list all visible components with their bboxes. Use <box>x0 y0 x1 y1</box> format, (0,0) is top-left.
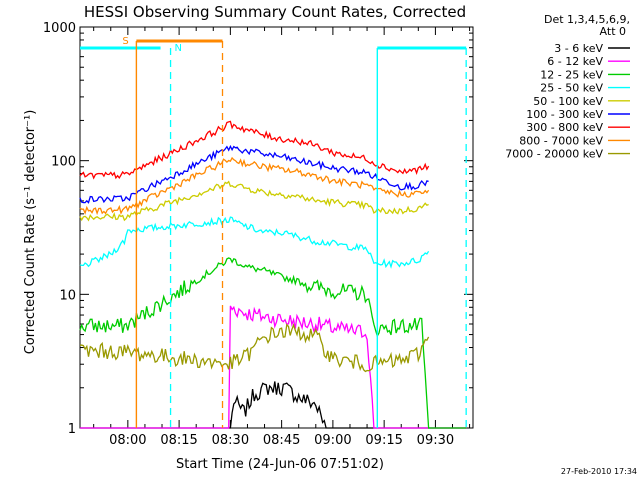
legend-label: 25 - 50 keV <box>540 82 603 95</box>
x-axis-label: Start Time (24-Jun-06 07:51:02) <box>176 457 384 472</box>
series-line <box>79 257 467 429</box>
y-axis-label-group: Corrected Count Rate (s⁻¹ detector⁻¹) <box>23 110 38 355</box>
footer-date: 27-Feb-2010 17:34 <box>561 467 637 476</box>
x-tick-label: 08:30 <box>212 433 249 448</box>
y-tick-label: 10 <box>59 288 76 303</box>
series-line <box>79 216 430 269</box>
y-axis-label: Corrected Count Rate (s⁻¹ detector⁻¹) <box>23 110 38 355</box>
legend-label: 50 - 100 keV <box>533 95 603 108</box>
x-tick-label: 09:00 <box>314 433 351 448</box>
x-tick-label: 09:30 <box>417 433 454 448</box>
plot-frame <box>79 26 474 429</box>
x-tick-label: 09:15 <box>365 433 402 448</box>
plot-area: 1 10 100 1000 08:00 08:15 08:30 08:45 09:00 09:15… <box>43 21 474 448</box>
y-tick-label: 1 <box>68 422 76 437</box>
x-tick-label: 08:45 <box>263 433 300 448</box>
x-tick-label: 08:00 <box>109 433 146 448</box>
legend-title-line-1: Det 1,3,4,5,6,9, <box>544 13 630 26</box>
chart-title: HESSI Observing Summary Count Rates, Cor… <box>84 3 466 21</box>
series-line <box>79 323 430 373</box>
y-tick-label: 100 <box>51 155 76 170</box>
x-tick-label: 08:15 <box>160 433 197 448</box>
legend-label: 12 - 25 keV <box>540 68 603 81</box>
legend-label: 300 - 800 keV <box>526 121 603 134</box>
series-line <box>79 180 429 222</box>
series-line <box>79 156 430 216</box>
legend-label: 7000 - 20000 keV <box>505 148 603 161</box>
flag-label-s: S <box>122 36 128 47</box>
legend-label: 3 - 6 keV <box>554 42 603 55</box>
legend-label: 6 - 12 keV <box>547 55 603 68</box>
legend-title-line-2: Att 0 <box>600 25 626 38</box>
series-line <box>80 305 467 429</box>
legend-label: 800 - 7000 keV <box>519 134 603 147</box>
series-line <box>79 144 429 204</box>
legend-label: 100 - 300 keV <box>526 108 603 121</box>
y-tick-label: 1000 <box>43 21 76 36</box>
flag-label-n: N <box>175 43 182 54</box>
series-line <box>80 381 467 429</box>
series-line <box>79 120 430 180</box>
